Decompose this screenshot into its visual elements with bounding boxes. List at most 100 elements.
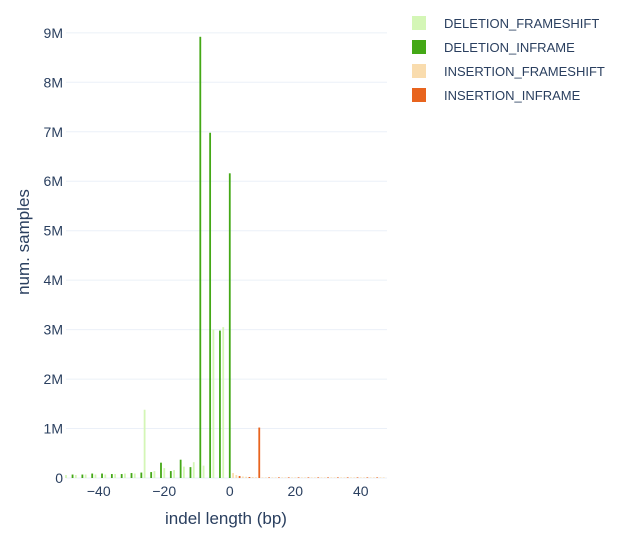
bar-deletion-frameshift[interactable] xyxy=(222,327,225,478)
bar-deletion-frameshift[interactable] xyxy=(124,473,126,478)
bar-insertion-frameshift[interactable] xyxy=(235,475,238,478)
bar-insertion-frameshift[interactable] xyxy=(245,476,248,478)
bar-insertion-inframe[interactable] xyxy=(248,477,251,478)
legend-label: INSERTION_FRAMESHIFT xyxy=(444,64,605,79)
bar-deletion-frameshift[interactable] xyxy=(84,474,87,478)
bar-insertion-inframe[interactable] xyxy=(376,477,379,478)
bar-deletion-frameshift[interactable] xyxy=(153,471,156,478)
y-tick-label: 4M xyxy=(44,272,63,288)
bar-insertion-frameshift[interactable] xyxy=(274,477,277,478)
bar-insertion-frameshift[interactable] xyxy=(310,477,313,478)
bar-insertion-frameshift[interactable] xyxy=(333,477,336,478)
bar-deletion-frameshift[interactable] xyxy=(183,466,185,478)
bars xyxy=(65,36,385,478)
bar-insertion-inframe[interactable] xyxy=(336,477,339,478)
bar-insertion-frameshift[interactable] xyxy=(353,477,356,478)
bar-deletion-inframe[interactable] xyxy=(140,472,143,478)
bar-deletion-inframe[interactable] xyxy=(91,473,94,478)
bar-deletion-inframe[interactable] xyxy=(228,173,231,478)
bar-insertion-frameshift[interactable] xyxy=(291,477,293,478)
legend-item[interactable]: INSERTION_FRAMESHIFT xyxy=(412,64,605,79)
legend-item[interactable]: DELETION_INFRAME xyxy=(412,40,575,55)
bar-deletion-inframe[interactable] xyxy=(150,472,153,478)
bar-insertion-inframe[interactable] xyxy=(258,427,261,478)
bar-deletion-frameshift[interactable] xyxy=(173,470,175,478)
bar-insertion-frameshift[interactable] xyxy=(323,477,326,478)
bar-insertion-frameshift[interactable] xyxy=(271,477,274,478)
bar-insertion-frameshift[interactable] xyxy=(264,477,267,478)
bar-deletion-inframe[interactable] xyxy=(209,132,212,478)
bar-insertion-inframe[interactable] xyxy=(327,477,329,478)
y-tick-label: 2M xyxy=(44,371,63,387)
bar-deletion-inframe[interactable] xyxy=(199,36,202,478)
bar-insertion-inframe[interactable] xyxy=(356,477,359,478)
bar-insertion-inframe[interactable] xyxy=(287,477,290,478)
legend-item[interactable]: DELETION_FRAMESHIFT xyxy=(412,16,599,31)
bar-insertion-frameshift[interactable] xyxy=(372,477,375,478)
bar-insertion-frameshift[interactable] xyxy=(320,477,323,478)
bar-deletion-inframe[interactable] xyxy=(189,467,192,478)
bar-insertion-frameshift[interactable] xyxy=(255,477,257,478)
y-tick-label: 5M xyxy=(44,223,63,239)
bar-deletion-inframe[interactable] xyxy=(110,474,113,478)
bar-insertion-frameshift[interactable] xyxy=(232,473,234,478)
bar-insertion-inframe[interactable] xyxy=(346,477,349,478)
bar-insertion-frameshift[interactable] xyxy=(340,477,343,478)
bar-insertion-inframe[interactable] xyxy=(238,476,241,478)
bar-deletion-inframe[interactable] xyxy=(130,473,133,478)
bar-insertion-frameshift[interactable] xyxy=(343,477,346,478)
bar-deletion-frameshift[interactable] xyxy=(94,474,97,478)
bar-insertion-inframe[interactable] xyxy=(307,477,310,478)
legend-swatch xyxy=(412,88,426,102)
bar-insertion-frameshift[interactable] xyxy=(294,477,297,478)
bar-insertion-frameshift[interactable] xyxy=(300,477,303,478)
bar-deletion-inframe[interactable] xyxy=(179,459,182,478)
legend-item[interactable]: INSERTION_INFRAME xyxy=(412,88,581,103)
legend-swatch xyxy=(412,16,426,30)
bar-insertion-frameshift[interactable] xyxy=(314,477,316,478)
bar-deletion-frameshift[interactable] xyxy=(104,474,107,478)
bar-insertion-frameshift[interactable] xyxy=(363,477,365,478)
bar-insertion-frameshift[interactable] xyxy=(251,477,254,478)
bar-deletion-inframe[interactable] xyxy=(219,330,221,478)
bar-insertion-inframe[interactable] xyxy=(366,477,369,478)
y-tick-label: 9M xyxy=(44,25,63,41)
y-tick-label: 1M xyxy=(44,421,63,437)
bar-deletion-inframe[interactable] xyxy=(169,471,172,478)
bar-deletion-frameshift[interactable] xyxy=(212,329,215,478)
bar-deletion-frameshift[interactable] xyxy=(143,409,146,478)
bar-insertion-frameshift[interactable] xyxy=(281,477,284,478)
bar-insertion-frameshift[interactable] xyxy=(382,477,385,478)
bar-insertion-inframe[interactable] xyxy=(317,477,320,478)
bar-deletion-inframe[interactable] xyxy=(81,474,84,478)
bar-deletion-inframe[interactable] xyxy=(160,462,162,478)
bar-insertion-frameshift[interactable] xyxy=(359,477,362,478)
legend[interactable]: DELETION_FRAMESHIFT DELETION_INFRAME INSER… xyxy=(412,16,605,103)
bar-insertion-frameshift[interactable] xyxy=(379,477,382,478)
y-axis-ticks: 0 1M 2M 3M 4M 5M 6M 7M 8M 9M xyxy=(44,25,64,486)
bar-insertion-inframe[interactable] xyxy=(268,477,270,478)
gridlines xyxy=(66,32,387,479)
bar-insertion-frameshift[interactable] xyxy=(369,477,372,478)
bar-insertion-frameshift[interactable] xyxy=(261,477,264,478)
bar-deletion-inframe[interactable] xyxy=(120,474,123,478)
bar-deletion-inframe[interactable] xyxy=(101,473,103,478)
bar-insertion-frameshift[interactable] xyxy=(350,477,352,478)
bar-deletion-frameshift[interactable] xyxy=(163,468,166,478)
bar-deletion-frameshift[interactable] xyxy=(74,475,77,478)
bar-insertion-frameshift[interactable] xyxy=(241,476,244,478)
bar-insertion-inframe[interactable] xyxy=(278,477,280,478)
bar-deletion-frameshift[interactable] xyxy=(192,462,195,478)
bar-insertion-inframe[interactable] xyxy=(297,477,300,478)
bar-deletion-frameshift[interactable] xyxy=(133,473,136,478)
bar-deletion-inframe[interactable] xyxy=(71,474,74,478)
bar-insertion-frameshift[interactable] xyxy=(304,477,307,478)
bar-insertion-frameshift[interactable] xyxy=(330,477,333,478)
bar-deletion-frameshift[interactable] xyxy=(114,474,117,478)
bar-insertion-frameshift[interactable] xyxy=(284,477,287,478)
bar-deletion-frameshift[interactable] xyxy=(202,465,205,478)
bar-deletion-frameshift[interactable] xyxy=(65,475,67,478)
legend-swatch xyxy=(412,40,426,54)
